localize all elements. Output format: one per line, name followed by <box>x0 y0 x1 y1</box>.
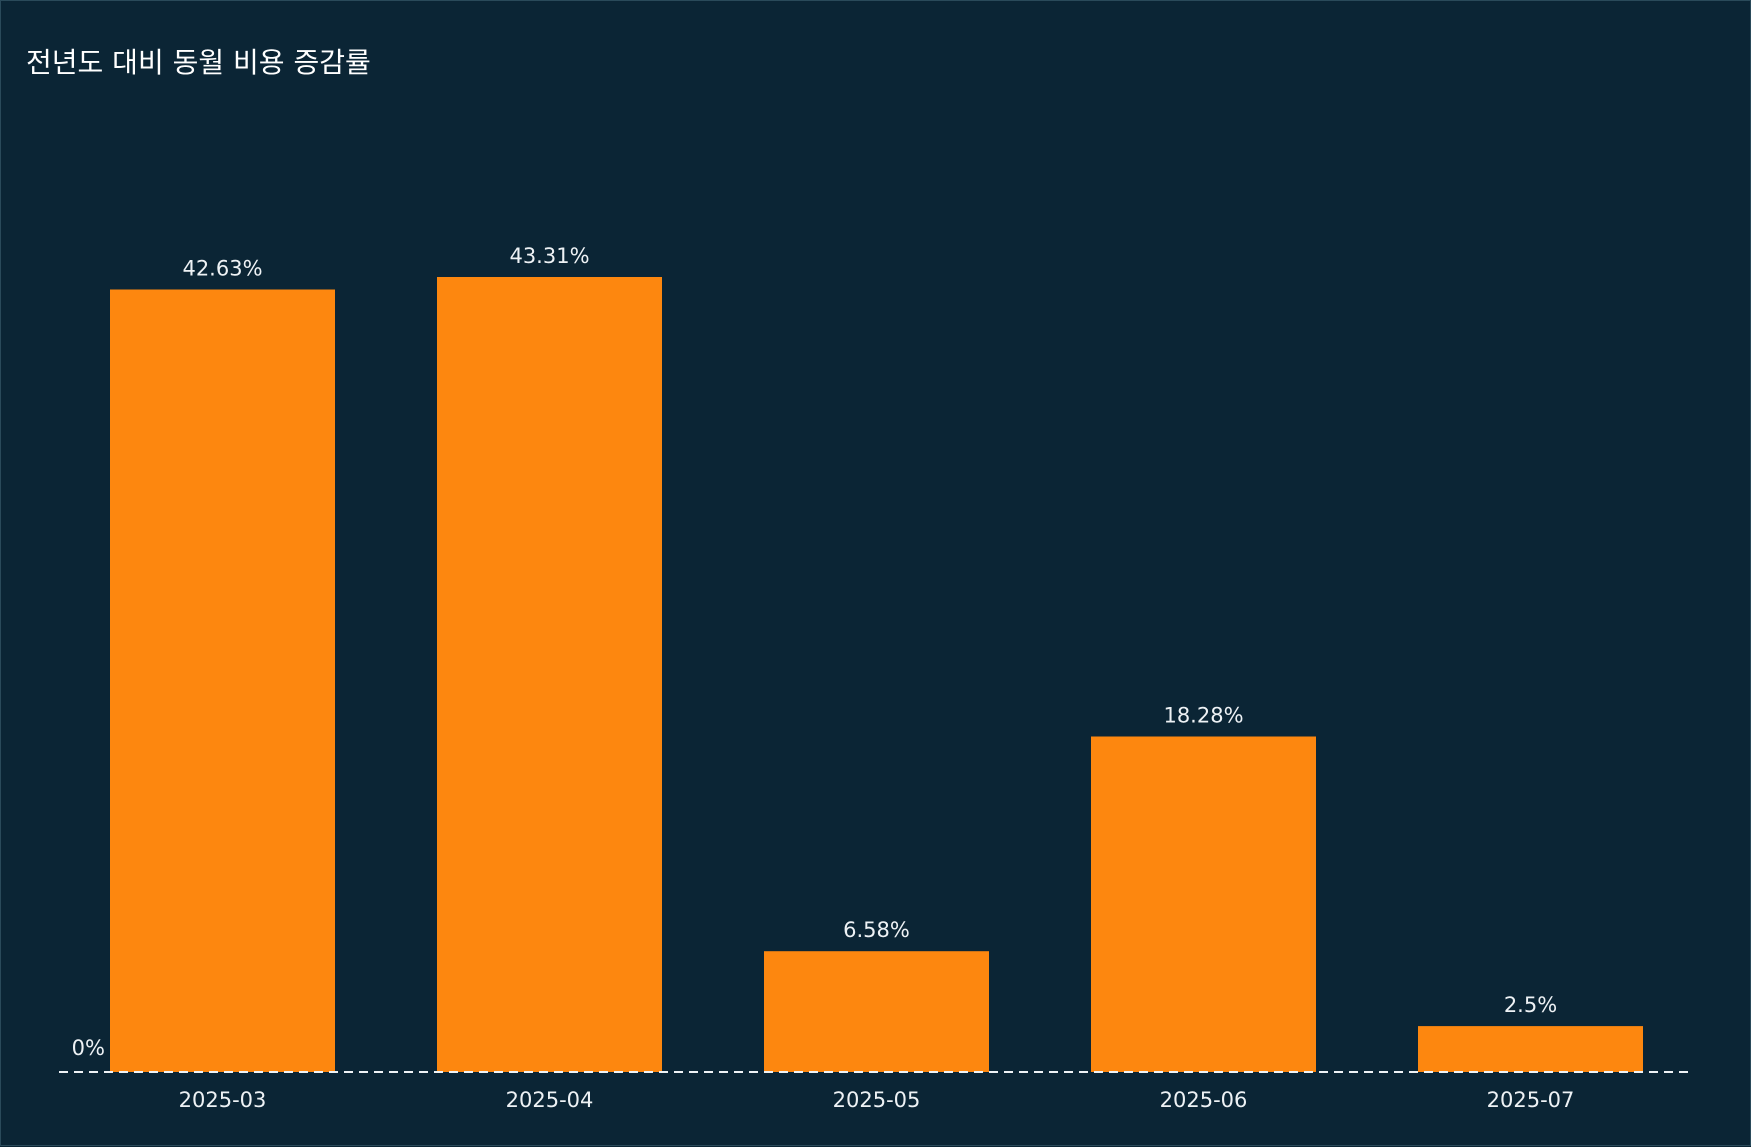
bar-2025-05 <box>764 951 989 1072</box>
data-label-2025-05: 6.58% <box>843 918 910 942</box>
chart-title: 전년도 대비 동월 비용 증감률 <box>26 46 371 79</box>
data-label-2025-04: 43.31% <box>509 244 589 268</box>
bar-2025-06 <box>1091 736 1316 1072</box>
bar-2025-07 <box>1418 1026 1643 1072</box>
y-axis-zero-label: 0% <box>72 1036 105 1060</box>
x-tick-label-2025-04: 2025-04 <box>506 1088 594 1112</box>
x-tick-label-2025-07: 2025-07 <box>1487 1088 1575 1112</box>
labels-layer: 42.63% 43.31% 6.58% 18.28% 2.5% <box>182 244 1557 1017</box>
x-tick-label-2025-05: 2025-05 <box>833 1088 921 1112</box>
bars-layer <box>110 277 1643 1072</box>
x-tick-label-2025-06: 2025-06 <box>1160 1088 1248 1112</box>
data-label-2025-03: 42.63% <box>182 257 262 281</box>
bar-2025-03 <box>110 289 335 1072</box>
x-tick-label-2025-03: 2025-03 <box>179 1088 267 1112</box>
data-label-2025-06: 18.28% <box>1163 704 1243 728</box>
bar-2025-04 <box>437 277 662 1072</box>
x-axis-ticks: 2025-03 2025-04 2025-05 2025-06 2025-07 <box>179 1088 1575 1112</box>
data-label-2025-07: 2.5% <box>1504 993 1557 1017</box>
